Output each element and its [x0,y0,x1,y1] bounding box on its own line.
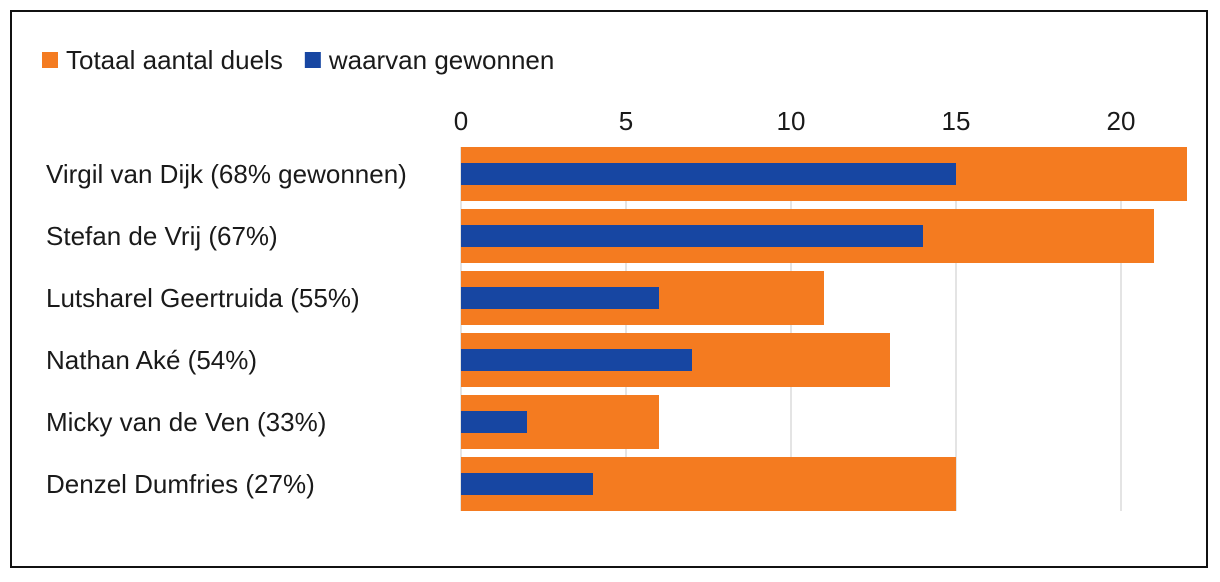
gridlines [460,147,1122,511]
bar-won [461,225,923,247]
category-label: Denzel Dumfries (27%) [46,469,315,499]
category-label: Lutsharel Geertruida (55%) [46,283,360,313]
legend-label: Totaal aantal duels [66,45,283,75]
x-tick-label: 20 [1107,106,1136,136]
x-tick-label: 5 [619,106,633,136]
bar-won [461,411,527,433]
x-tick-label: 10 [777,106,806,136]
legend-swatch [304,52,321,68]
bar-won [461,473,593,495]
category-label: Nathan Aké (54%) [46,345,257,375]
category-label: Stefan de Vrij (67%) [46,221,278,251]
category-label: Micky van de Ven (33%) [46,407,326,437]
x-tick-label: 15 [942,106,971,136]
category-label: Virgil van Dijk (68% gewonnen) [46,159,407,189]
legend-swatch [42,52,58,68]
bar-won [461,349,692,371]
bar-won [461,163,956,185]
x-tick-labels: 0 5 10 15 20 [454,106,1136,136]
bar-won [461,287,659,309]
chart-frame: 0 5 10 15 20 Virgil van Dijk (68% gewonnen) S… [10,10,1208,568]
bar-chart: 0 5 10 15 20 Virgil van Dijk (68% gewonnen) S… [42,45,1187,511]
x-tick-label: 0 [454,106,468,136]
legend: Totaal aantal duels waarvan gewonnen [42,45,554,75]
legend-label: waarvan gewonnen [328,45,555,75]
category-labels: Virgil van Dijk (68% gewonnen) Stefan de … [46,159,407,499]
bars [461,147,1187,511]
